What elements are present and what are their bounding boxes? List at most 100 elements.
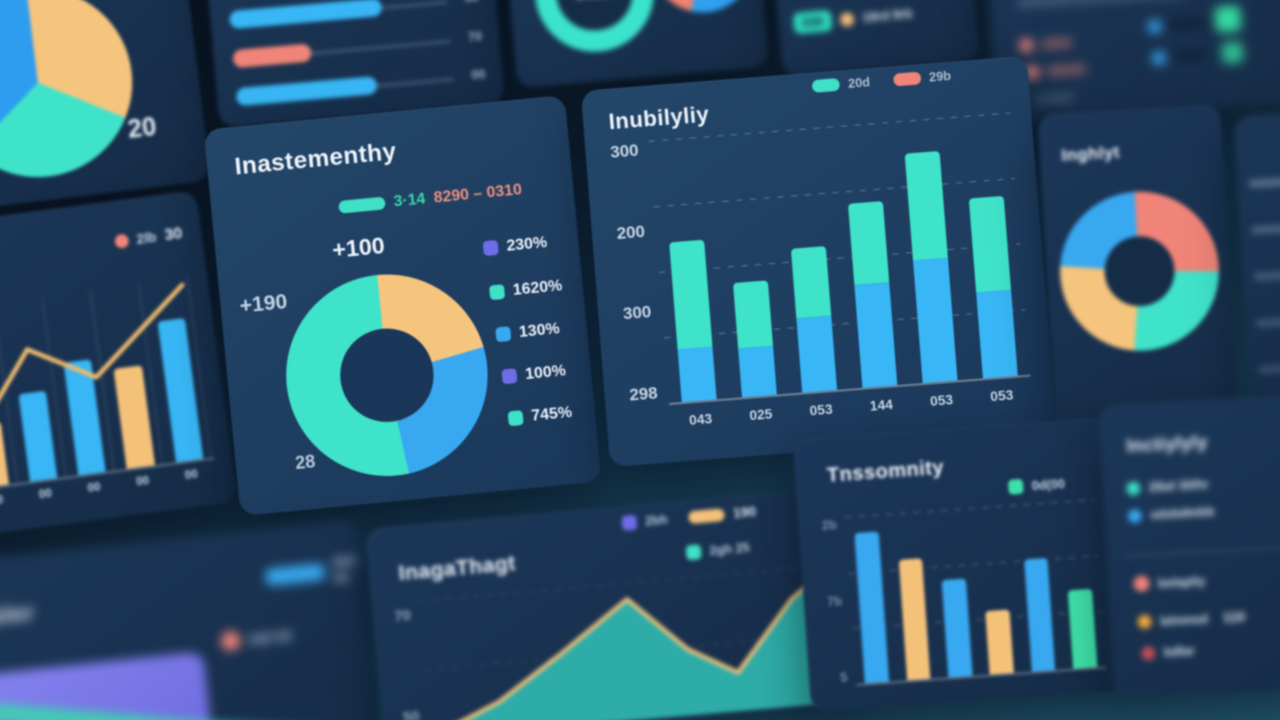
item-dot-icon [1133,575,1150,593]
status-square-icon [1221,41,1244,64]
stacked-bar-card: Inubilyliy 20d 29b 300 200 300 298 043 025 05… [580,55,1057,468]
hbar-value: 70 [467,27,483,44]
legend-square-icon [482,239,499,256]
y-tick-label: 300 [622,303,653,324]
bar-segment-top [904,150,948,261]
item-label: bdlar [1163,643,1196,660]
bar-column [722,132,777,398]
y-tick-label: 50 [402,707,421,720]
x-tick-label: 144 [869,396,894,414]
stat-pill [338,196,386,214]
x-tick-label: 025 [748,405,773,424]
pie-value-big: 20 [126,112,158,145]
x-tick-label: 00 [0,493,4,509]
alert-value: 2600 [1041,34,1073,53]
area-chart-card: InagaThagt 2bh 190 2gh 25 70 50 [364,489,841,720]
x-tick-label: 043 [688,410,713,428]
quarter-donut-chart [1055,186,1224,356]
bar [854,531,889,684]
cut-off-card [1234,112,1280,413]
y-axis-labels: 2b 7b 5 [813,517,848,686]
combo-chart [0,276,215,498]
text-line [1168,18,1206,30]
legend-label: 230% [505,233,548,256]
text-line [1248,176,1280,188]
legend-row: 100% [501,361,567,385]
legend-label: 1620% [512,276,564,300]
bar-column [978,506,1014,675]
legend-label: 29b [928,68,952,85]
legend-pill-icon [811,78,841,93]
hbar-bar [228,0,383,30]
quarter-donut-card: Inghlyt [1037,103,1240,433]
area-series [418,566,830,720]
bar-chart [844,499,1107,687]
chart-legend: 20d 29b [811,68,952,94]
legend-pill-icon [892,71,922,87]
bar-segment-bottom [976,289,1018,379]
x-tick-label: 00 [86,480,102,496]
x-tick-label: 00 [184,468,199,483]
alert-value: 86000 [1047,60,1087,80]
card-title: Inghlyt [1060,143,1121,166]
donut-label-bottom: 28 [294,451,317,474]
legend-row: 030 19rd 9rb [792,3,914,35]
x-tick-label: 053 [808,400,834,419]
stat-row: 3·14 8290 – 0310 [338,180,523,216]
bottom-bar-card: Tnssomnity 0d(00 2b 7b 5 [792,417,1127,713]
item-dot-icon [1126,480,1141,496]
item-label: sdsbdmbb [1149,503,1215,523]
legend-square-icon [621,514,638,531]
chart-legend: 2gh 25 [685,540,750,561]
investment-card: Inastementhy 3·14 8290 – 0310 +100 +190 … [203,95,602,517]
y-tick-label: 5 [839,669,848,685]
legend-dot-icon [839,11,855,27]
hbar-bar [232,42,312,68]
gauge-donut-left: 3.13 [530,0,659,57]
gauge-right-value: 2150 [647,0,757,17]
legend-label: 2bh [644,511,669,529]
activity-list-card: Inctiylyly 2lbd 30/hr sdsbdmbb belapliy … [1098,395,1280,699]
bar-column [854,515,889,684]
card-title: Inubilyliy [607,102,711,135]
y-tick-label: 298 [628,384,659,405]
area-chart [418,566,830,720]
gauge-left-value: 3.13 [530,0,659,57]
trend-line [0,277,214,496]
legend-square-icon [495,325,512,342]
bar-column [963,113,1018,379]
stacked-bar-chart [648,112,1031,406]
legend-row: 130% [495,319,560,343]
legend-square-icon [685,544,702,561]
bar-segment-top [733,279,773,349]
bar-segment-top [848,200,889,286]
bar-segment-top [669,239,713,349]
hbar-value: 00 [470,66,487,83]
legend-value: 30 [163,224,184,245]
x-tick-label: 00 [135,474,150,489]
text-line [1255,317,1280,328]
item-value: 110 [1222,608,1246,626]
text-line [1258,363,1280,375]
legend-pill-icon [688,507,726,524]
y-tick-label: 300 [609,141,640,162]
legend-label: 2lb [135,228,158,248]
hbar-row: 00 [235,62,487,111]
card-title: Inastementhy [233,136,398,180]
alert-row: 2600 [1018,34,1073,54]
item-label: belapliy [1157,572,1206,591]
y-tick-label: 70 [393,605,412,625]
x-tick-label: 00 [38,487,53,502]
bar-column [937,509,973,678]
monthly-combo-card: martliyc 2lb 30 000000000000 [0,190,237,545]
bar-segment-top [791,246,831,319]
bar-segment-bottom [854,282,898,388]
trend-curve [0,699,395,720]
gauge-donut-right: 2150 [647,0,758,17]
stat-red: 8290 – 0310 [432,180,523,207]
y-tick-label: 7b [826,593,843,610]
item-dot-icon [1137,614,1152,629]
legend-label: 19rd 9rb [861,5,914,26]
